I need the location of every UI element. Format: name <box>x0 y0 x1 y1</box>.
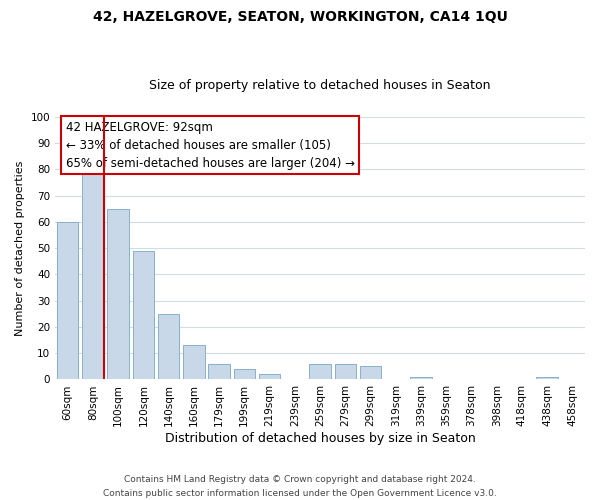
Bar <box>259 374 280 380</box>
Bar <box>208 364 230 380</box>
Title: Size of property relative to detached houses in Seaton: Size of property relative to detached ho… <box>149 79 491 92</box>
Bar <box>158 314 179 380</box>
Bar <box>57 222 79 380</box>
Text: 42, HAZELGROVE, SEATON, WORKINGTON, CA14 1QU: 42, HAZELGROVE, SEATON, WORKINGTON, CA14… <box>92 10 508 24</box>
Bar <box>107 208 129 380</box>
Bar <box>233 369 255 380</box>
Bar <box>82 162 104 380</box>
Bar <box>309 364 331 380</box>
Text: Contains HM Land Registry data © Crown copyright and database right 2024.
Contai: Contains HM Land Registry data © Crown c… <box>103 476 497 498</box>
Bar <box>335 364 356 380</box>
Bar <box>536 377 558 380</box>
Bar <box>183 346 205 380</box>
Bar <box>360 366 381 380</box>
Bar <box>410 377 431 380</box>
Bar <box>133 250 154 380</box>
Text: 42 HAZELGROVE: 92sqm
← 33% of detached houses are smaller (105)
65% of semi-deta: 42 HAZELGROVE: 92sqm ← 33% of detached h… <box>65 120 355 170</box>
X-axis label: Distribution of detached houses by size in Seaton: Distribution of detached houses by size … <box>164 432 475 445</box>
Y-axis label: Number of detached properties: Number of detached properties <box>15 160 25 336</box>
